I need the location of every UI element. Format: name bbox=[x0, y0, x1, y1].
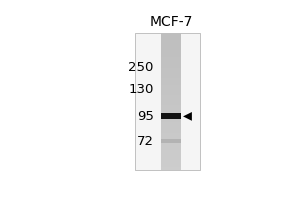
Bar bbox=[161, 64, 181, 68]
Bar bbox=[161, 102, 181, 105]
Bar bbox=[161, 112, 181, 115]
Bar bbox=[161, 153, 181, 157]
Bar bbox=[161, 119, 181, 122]
Bar bbox=[161, 91, 181, 95]
Text: MCF-7: MCF-7 bbox=[149, 15, 193, 29]
Bar bbox=[161, 71, 181, 74]
Bar bbox=[161, 47, 181, 50]
Bar bbox=[161, 136, 181, 139]
Bar bbox=[161, 139, 181, 143]
Text: 72: 72 bbox=[137, 135, 154, 148]
Bar bbox=[161, 150, 181, 153]
Bar bbox=[161, 157, 181, 160]
Bar bbox=[161, 115, 181, 119]
Bar bbox=[161, 88, 181, 91]
Bar bbox=[135, 33, 200, 170]
Bar bbox=[161, 133, 181, 136]
Text: 95: 95 bbox=[137, 110, 154, 123]
Bar bbox=[161, 98, 181, 102]
Polygon shape bbox=[183, 112, 192, 121]
Bar bbox=[161, 54, 181, 57]
Bar bbox=[161, 126, 181, 129]
Bar bbox=[161, 33, 181, 37]
Bar bbox=[161, 85, 181, 88]
Bar bbox=[161, 33, 181, 170]
Bar bbox=[161, 113, 181, 119]
Bar bbox=[161, 61, 181, 64]
Bar bbox=[161, 122, 181, 126]
Bar bbox=[161, 105, 181, 109]
Bar bbox=[161, 78, 181, 81]
Bar bbox=[161, 50, 181, 54]
Bar bbox=[161, 129, 181, 133]
Bar bbox=[161, 44, 181, 47]
Bar bbox=[161, 57, 181, 61]
Bar bbox=[161, 139, 181, 143]
Bar bbox=[161, 95, 181, 98]
Bar bbox=[161, 109, 181, 112]
Bar bbox=[161, 146, 181, 150]
Bar bbox=[161, 163, 181, 167]
Bar bbox=[161, 74, 181, 78]
Bar bbox=[161, 37, 181, 40]
Text: 130: 130 bbox=[128, 83, 154, 96]
Bar bbox=[161, 167, 181, 170]
Bar bbox=[161, 40, 181, 44]
Bar bbox=[161, 81, 181, 85]
Bar bbox=[161, 68, 181, 71]
Bar bbox=[161, 143, 181, 146]
Bar bbox=[161, 160, 181, 163]
Text: 250: 250 bbox=[128, 61, 154, 74]
